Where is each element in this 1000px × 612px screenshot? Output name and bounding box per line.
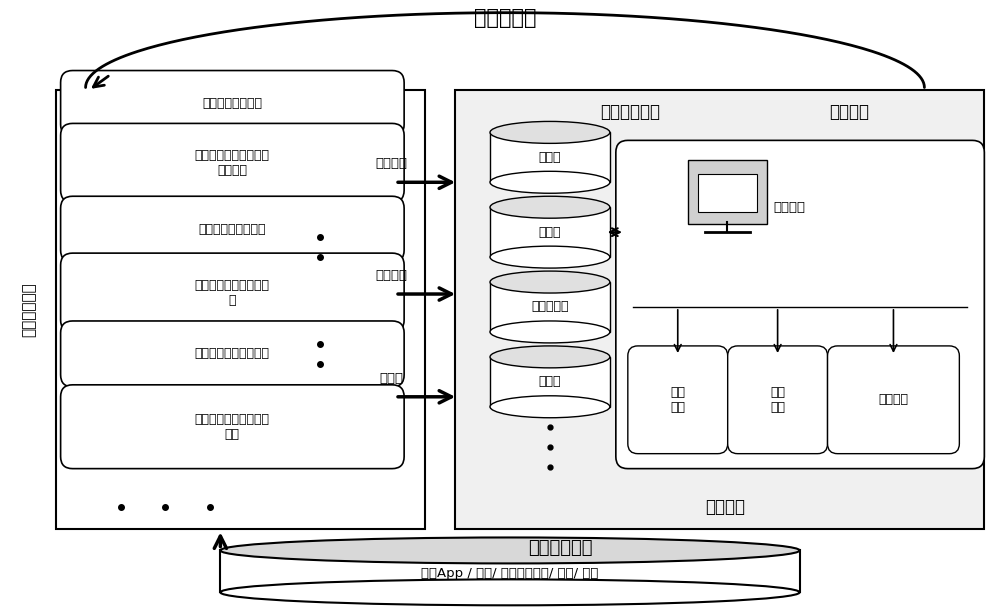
Ellipse shape xyxy=(490,271,610,293)
Text: 决策库: 决策库 xyxy=(539,226,561,239)
FancyBboxPatch shape xyxy=(61,321,404,387)
Bar xyxy=(490,282,610,332)
FancyBboxPatch shape xyxy=(61,124,404,202)
Text: 停车场属性采集系统: 停车场属性采集系统 xyxy=(199,223,266,236)
FancyBboxPatch shape xyxy=(61,385,404,469)
Ellipse shape xyxy=(490,196,610,218)
Bar xyxy=(56,91,425,529)
Ellipse shape xyxy=(490,246,610,268)
Text: 代理技术: 代理技术 xyxy=(376,269,408,282)
Text: 决策与分析: 决策与分析 xyxy=(474,8,536,28)
Text: 实验评估: 实验评估 xyxy=(878,394,908,406)
Text: 停车相关法规政策数据
获取系统: 停车相关法规政策数据 获取系统 xyxy=(195,149,270,177)
Text: 驾驶员习惯数据采集系
统: 驾驶员习惯数据采集系 统 xyxy=(195,278,270,307)
Text: 信息发布平台: 信息发布平台 xyxy=(528,539,592,558)
Text: 涌现方法: 涌现方法 xyxy=(830,103,870,121)
Ellipse shape xyxy=(490,321,610,343)
Text: 编程技术: 编程技术 xyxy=(376,157,408,170)
Text: 人工停车系统: 人工停车系统 xyxy=(600,103,660,121)
FancyBboxPatch shape xyxy=(616,140,984,469)
Text: 车辆特征数据采集系统: 车辆特征数据采集系统 xyxy=(195,348,270,360)
Text: 代理模型库: 代理模型库 xyxy=(531,300,569,313)
Bar xyxy=(490,207,610,257)
Text: 停车App / 微信/ 车载通信设备/ 论坛/ 广播: 停车App / 微信/ 车载通信设备/ 论坛/ 广播 xyxy=(421,567,599,580)
Text: 云计算: 云计算 xyxy=(380,372,404,385)
Bar xyxy=(490,357,610,407)
Ellipse shape xyxy=(490,171,610,193)
Text: 平行执行: 平行执行 xyxy=(705,498,745,515)
Text: 实验
执行: 实验 执行 xyxy=(770,386,785,414)
Text: 数据库: 数据库 xyxy=(539,151,561,164)
Bar xyxy=(490,132,610,182)
Ellipse shape xyxy=(490,346,610,368)
Text: 计算实验: 计算实验 xyxy=(774,201,806,214)
FancyBboxPatch shape xyxy=(61,253,404,332)
Bar xyxy=(220,550,800,592)
Text: 实验
设计: 实验 设计 xyxy=(670,386,685,414)
FancyBboxPatch shape xyxy=(728,346,828,453)
Text: 停车场中泊位信息采集
系统: 停车场中泊位信息采集 系统 xyxy=(195,412,270,441)
Bar xyxy=(698,174,757,212)
Text: 实际停车系统: 实际停车系统 xyxy=(21,283,36,337)
Text: 事件库: 事件库 xyxy=(539,375,561,389)
FancyBboxPatch shape xyxy=(628,346,728,453)
Ellipse shape xyxy=(490,121,610,143)
FancyBboxPatch shape xyxy=(688,160,767,224)
FancyBboxPatch shape xyxy=(828,346,959,453)
FancyBboxPatch shape xyxy=(61,70,404,136)
Bar xyxy=(455,91,984,529)
Text: 路况信息采集系统: 路况信息采集系统 xyxy=(202,97,262,110)
Ellipse shape xyxy=(220,537,800,564)
Ellipse shape xyxy=(490,396,610,418)
Ellipse shape xyxy=(220,580,800,605)
FancyBboxPatch shape xyxy=(61,196,404,262)
